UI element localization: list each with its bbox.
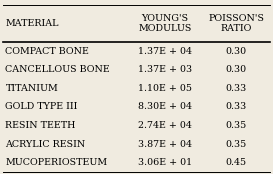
Text: YOUNG'S
MODULUS: YOUNG'S MODULUS [138, 14, 192, 33]
Text: 8.30E + 04: 8.30E + 04 [138, 102, 192, 111]
Text: 0.35: 0.35 [225, 121, 247, 130]
Text: GOLD TYPE III: GOLD TYPE III [5, 102, 78, 111]
Text: 0.30: 0.30 [225, 47, 247, 56]
Text: 0.45: 0.45 [225, 158, 247, 167]
Text: 3.87E + 04: 3.87E + 04 [138, 140, 192, 149]
Text: RESIN TEETH: RESIN TEETH [5, 121, 76, 130]
Text: 0.30: 0.30 [225, 65, 247, 74]
Text: 0.33: 0.33 [225, 84, 247, 93]
Text: CANCELLOUS BONE: CANCELLOUS BONE [5, 65, 110, 74]
Text: 0.35: 0.35 [225, 140, 247, 149]
Text: 1.10E + 05: 1.10E + 05 [138, 84, 192, 93]
Text: ACRYLIC RESIN: ACRYLIC RESIN [5, 140, 86, 149]
Text: MATERIAL: MATERIAL [5, 19, 59, 28]
Text: 1.37E + 04: 1.37E + 04 [138, 47, 192, 56]
Text: 3.06E + 01: 3.06E + 01 [138, 158, 192, 167]
Text: 2.74E + 04: 2.74E + 04 [138, 121, 192, 130]
Text: COMPACT BONE: COMPACT BONE [5, 47, 89, 56]
Text: 1.37E + 03: 1.37E + 03 [138, 65, 192, 74]
Text: TITANIUM: TITANIUM [5, 84, 58, 93]
Text: 0.33: 0.33 [225, 102, 247, 111]
Text: MUCOPERIOSTEUM: MUCOPERIOSTEUM [5, 158, 108, 167]
Text: POISSON'S
RATIO: POISSON'S RATIO [208, 14, 264, 33]
